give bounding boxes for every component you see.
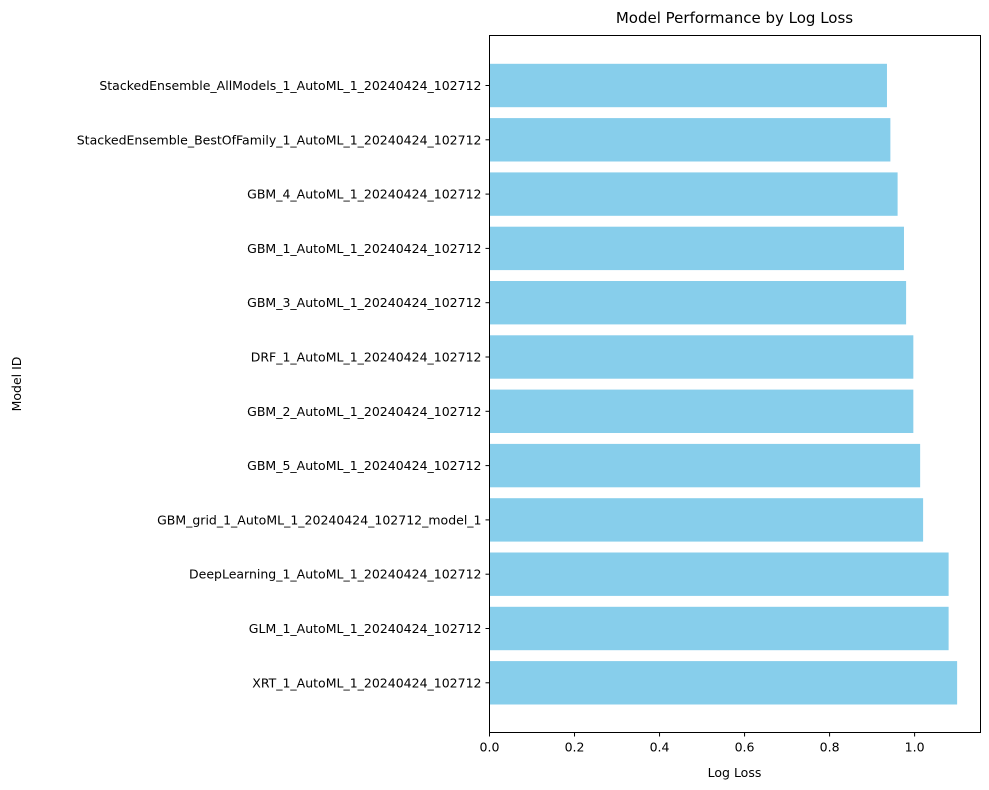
y-tick-label: StackedEnsemble_AllModels_1_AutoML_1_202… xyxy=(99,78,481,93)
bar xyxy=(489,226,904,271)
bar xyxy=(489,63,887,108)
bar xyxy=(489,661,958,705)
bar xyxy=(489,443,921,488)
y-tick-label: GBM_3_AutoML_1_20240424_102712 xyxy=(247,295,481,310)
y-tick-label: DeepLearning_1_AutoML_1_20240424_102712 xyxy=(189,567,481,582)
bar xyxy=(489,281,907,325)
y-axis-title: Model ID xyxy=(9,357,24,412)
bars-group xyxy=(489,63,958,705)
x-tick-label: 0.6 xyxy=(735,740,755,755)
y-tick-label: GBM_4_AutoML_1_20240424_102712 xyxy=(247,187,481,202)
y-tick-label: GBM_1_AutoML_1_20240424_102712 xyxy=(247,241,481,256)
y-axis-ticks: StackedEnsemble_AllModels_1_AutoML_1_202… xyxy=(77,78,490,690)
y-tick-label: XRT_1_AutoML_1_20240424_102712 xyxy=(252,675,481,690)
y-tick-label: GBM_2_AutoML_1_20240424_102712 xyxy=(247,404,481,419)
bar xyxy=(489,172,898,216)
x-tick-label: 1.0 xyxy=(905,740,925,755)
x-tick-label: 0.4 xyxy=(650,740,670,755)
bar xyxy=(489,118,891,162)
x-tick-label: 0.8 xyxy=(820,740,840,755)
y-tick-label: GBM_5_AutoML_1_20240424_102712 xyxy=(247,458,481,473)
plot-frame xyxy=(489,35,981,733)
y-tick-label: DRF_1_AutoML_1_20240424_102712 xyxy=(251,350,482,365)
x-tick-label: 0.2 xyxy=(565,740,585,755)
y-tick-label: GBM_grid_1_AutoML_1_20240424_102712_mode… xyxy=(157,512,481,527)
bar xyxy=(489,552,949,596)
bar xyxy=(489,606,949,651)
chart-title: Model Performance by Log Loss xyxy=(616,9,853,27)
y-tick-label: GLM_1_AutoML_1_20240424_102712 xyxy=(249,621,482,636)
bar xyxy=(489,498,924,542)
y-tick-label: StackedEnsemble_BestOfFamily_1_AutoML_1_… xyxy=(77,132,482,147)
bar xyxy=(489,335,914,379)
x-tick-label: 0.0 xyxy=(480,740,500,755)
x-axis-ticks: 0.0 0.2 0.4 0.6 0.8 1.0 xyxy=(480,732,925,755)
bar xyxy=(489,389,914,433)
x-axis-title: Log Loss xyxy=(708,765,762,780)
